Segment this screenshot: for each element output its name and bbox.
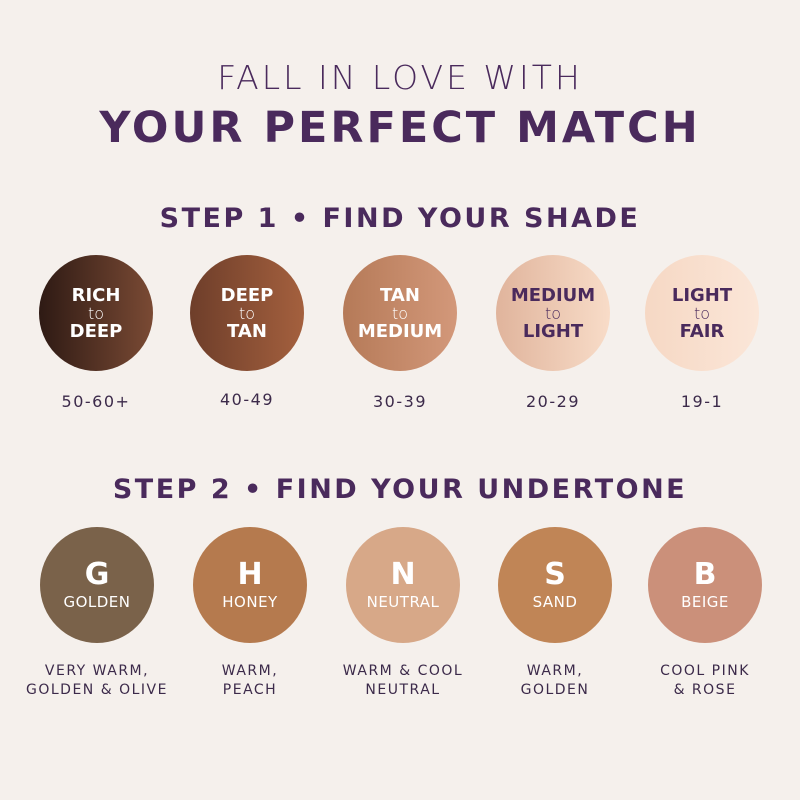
- shade-label-mid: to: [391, 303, 409, 323]
- shade-circle: TAN to MEDIUM: [343, 255, 457, 371]
- shade-label-bottom: FAIR: [679, 320, 725, 342]
- undertone-name: NEUTRAL: [366, 593, 440, 611]
- shade-label-bottom: TAN: [227, 320, 267, 342]
- undertone-circle: G GOLDEN: [40, 527, 154, 643]
- shade-label-top: DEEP: [220, 284, 274, 306]
- undertone-desc2: PEACH: [222, 682, 278, 698]
- undertone-letter: B: [693, 557, 717, 592]
- shade-label-bottom: DEEP: [69, 320, 123, 342]
- undertone-desc1: VERY WARM,: [44, 663, 150, 679]
- shade-range: 20-29: [526, 392, 580, 411]
- undertone-name: GOLDEN: [63, 593, 131, 611]
- undertone-letter: S: [544, 557, 566, 592]
- undertone-desc1: COOL PINK: [660, 663, 750, 679]
- undertone-letter: H: [237, 557, 263, 592]
- undertone-desc1: WARM,: [221, 663, 279, 679]
- undertone-name: BEIGE: [681, 593, 729, 611]
- step1-title: STEP 1 • FIND YOUR SHADE: [159, 203, 641, 234]
- shade-label-mid: to: [544, 303, 562, 323]
- undertone-description: WARM, PEACH: [160, 662, 340, 700]
- shade-label-mid: to: [87, 303, 105, 323]
- shade-circle: MEDIUM to LIGHT: [496, 255, 610, 371]
- undertone-desc2: & ROSE: [673, 682, 737, 698]
- shade-range: 19-1: [680, 392, 724, 411]
- undertone-circle: H HONEY: [193, 527, 307, 643]
- header-subtitle: FALL IN LOVE WITH: [217, 58, 583, 97]
- header-title: YOUR PERFECT MATCH: [99, 103, 701, 153]
- undertone-circle: N NEUTRAL: [346, 527, 460, 643]
- shade-circle: LIGHT to FAIR: [645, 255, 759, 371]
- shade-range: 50-60+: [61, 392, 131, 411]
- undertone-desc1: WARM & COOL: [342, 663, 464, 679]
- step2-title: STEP 2 • FIND YOUR UNDERTONE: [112, 474, 688, 505]
- undertone-description: WARM, GOLDEN: [465, 662, 645, 700]
- undertone-name: HONEY: [222, 593, 278, 611]
- shade-label-bottom: MEDIUM: [357, 320, 443, 342]
- undertone-desc2: GOLDEN: [520, 682, 590, 698]
- undertone-desc2: NEUTRAL: [365, 682, 441, 698]
- undertone-description: VERY WARM, GOLDEN & OLIVE: [7, 662, 187, 700]
- undertone-desc1: WARM,: [526, 663, 584, 679]
- undertone-letter: G: [84, 557, 110, 592]
- shade-label-top: MEDIUM: [510, 284, 596, 306]
- shade-label-top: RICH: [71, 284, 121, 306]
- undertone-description: COOL PINK & ROSE: [615, 662, 795, 700]
- undertone-circle: S SAND: [498, 527, 612, 643]
- shade-range: 30-39: [373, 392, 427, 411]
- shade-range: 40-49: [220, 390, 274, 409]
- shade-label-bottom: LIGHT: [522, 320, 584, 342]
- shade-label-mid: to: [693, 303, 711, 323]
- undertone-name: SAND: [532, 593, 578, 611]
- shade-label-top: LIGHT: [671, 284, 733, 306]
- shade-circle: RICH to DEEP: [39, 255, 153, 371]
- undertone-description: WARM & COOL NEUTRAL: [313, 662, 493, 700]
- undertone-letter: N: [390, 557, 416, 592]
- undertone-circle: B BEIGE: [648, 527, 762, 643]
- undertone-desc2: GOLDEN & OLIVE: [26, 682, 168, 698]
- shade-label-top: TAN: [380, 284, 420, 306]
- shade-label-mid: to: [238, 303, 256, 323]
- shade-circle: DEEP to TAN: [190, 255, 304, 371]
